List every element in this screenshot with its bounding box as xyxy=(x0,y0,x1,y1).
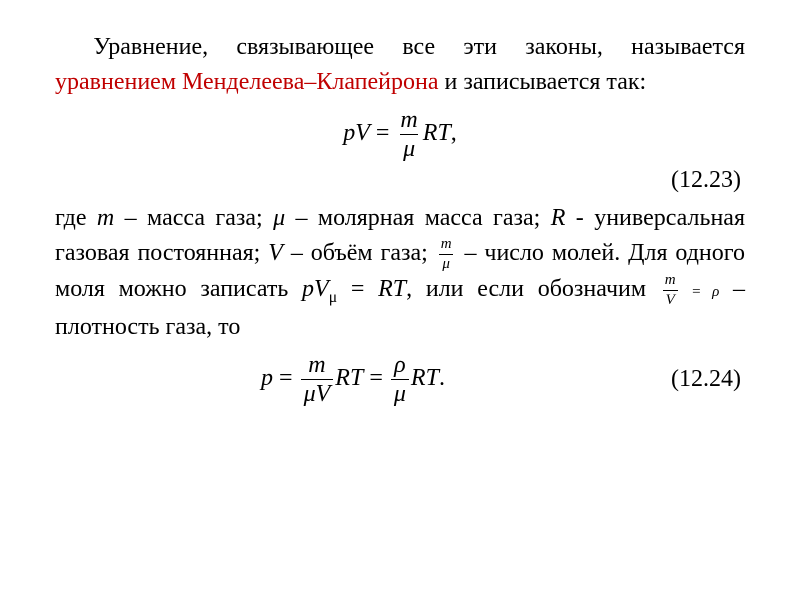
eq2-eq2: = xyxy=(363,365,389,391)
eq2-f2-den: μ xyxy=(391,379,409,406)
var-RT-T: T xyxy=(393,276,406,302)
t2: – масса газа; xyxy=(114,205,273,231)
eq2-eq1: = xyxy=(273,365,299,391)
eq1-comma: , xyxy=(451,120,457,146)
eq2-R2: R xyxy=(411,365,426,391)
var-RT-R: R xyxy=(378,276,393,302)
t8: , или если обозначим xyxy=(406,276,660,302)
inline-frac2-num: m xyxy=(662,273,679,290)
where-paragraph: где m – масса газа; μ – молярная масса г… xyxy=(55,201,745,344)
equation-12-24-row: p = mμVRT = ρμRT. (12.24) xyxy=(55,353,745,406)
eq2-R: R xyxy=(335,365,350,391)
var-V: V xyxy=(268,240,283,266)
equation-12-23-number: (12.23) xyxy=(651,163,745,198)
inline-frac1-den: μ xyxy=(439,254,453,272)
equation-12-24-number: (12.24) xyxy=(651,362,745,397)
var-Vmu-V: V xyxy=(314,276,329,302)
var-Vmu-sub: μ xyxy=(329,289,337,306)
eq1-T: T xyxy=(437,120,450,146)
eq2-f1-num: m xyxy=(305,353,328,379)
eq2-f1-den: μV xyxy=(301,379,334,406)
eq1-V: V xyxy=(355,120,370,146)
eq1-fraction: mμ xyxy=(397,108,420,161)
eq2-T2: T xyxy=(426,365,439,391)
intro-tail: и записывается так: xyxy=(439,69,647,95)
inline-frac-m-mu: mμ xyxy=(438,237,455,272)
equation-name: уравнением Менделеева–Клапейрона xyxy=(55,69,439,95)
eq2-T: T xyxy=(350,365,363,391)
var-mu: μ xyxy=(273,205,285,231)
inline-frac2-den: V xyxy=(663,290,678,308)
eq2-dot: . xyxy=(439,365,445,391)
eq2-p: p xyxy=(261,365,273,391)
var-R: R xyxy=(551,205,566,231)
eq2-f1-den-mu: μ xyxy=(304,381,316,407)
inline-frac1-num: m xyxy=(438,237,455,254)
inline-frac-m-V: mV xyxy=(662,273,679,308)
intro-lead: Уравнение, связывающее все эти законы, н… xyxy=(93,34,745,60)
eq2-frac2: ρμ xyxy=(391,353,409,406)
var-m: m xyxy=(97,205,114,231)
intro-paragraph: Уравнение, связывающее все эти законы, н… xyxy=(55,30,745,100)
var-p2: p xyxy=(302,276,314,302)
eq1-R: R xyxy=(423,120,438,146)
equation-12-23: pV = mμRT, xyxy=(55,108,745,161)
eq1-p: p xyxy=(343,120,355,146)
t3: – молярная масса газа; xyxy=(285,205,551,231)
eq1-equals: = xyxy=(370,120,396,146)
equation-12-24: p = mμVRT = ρμRT. xyxy=(55,353,651,406)
eq2-frac1: mμV xyxy=(301,353,334,406)
var-Vmu: Vμ xyxy=(314,276,337,302)
t1: где xyxy=(55,205,97,231)
t5: – объём газа; xyxy=(283,240,436,266)
eq2-f1-den-V: V xyxy=(316,381,331,407)
eq2-f2-num: ρ xyxy=(391,353,409,379)
t7: = xyxy=(337,276,378,302)
inline-eq-rho-eq: = xyxy=(681,284,712,300)
equation-12-23-row: pV = mμRT, xyxy=(55,108,745,161)
equation-12-23-number-row: (12.23) xyxy=(55,163,745,198)
eq1-frac-den: μ xyxy=(400,134,418,161)
eq1-frac-num: m xyxy=(397,108,420,134)
